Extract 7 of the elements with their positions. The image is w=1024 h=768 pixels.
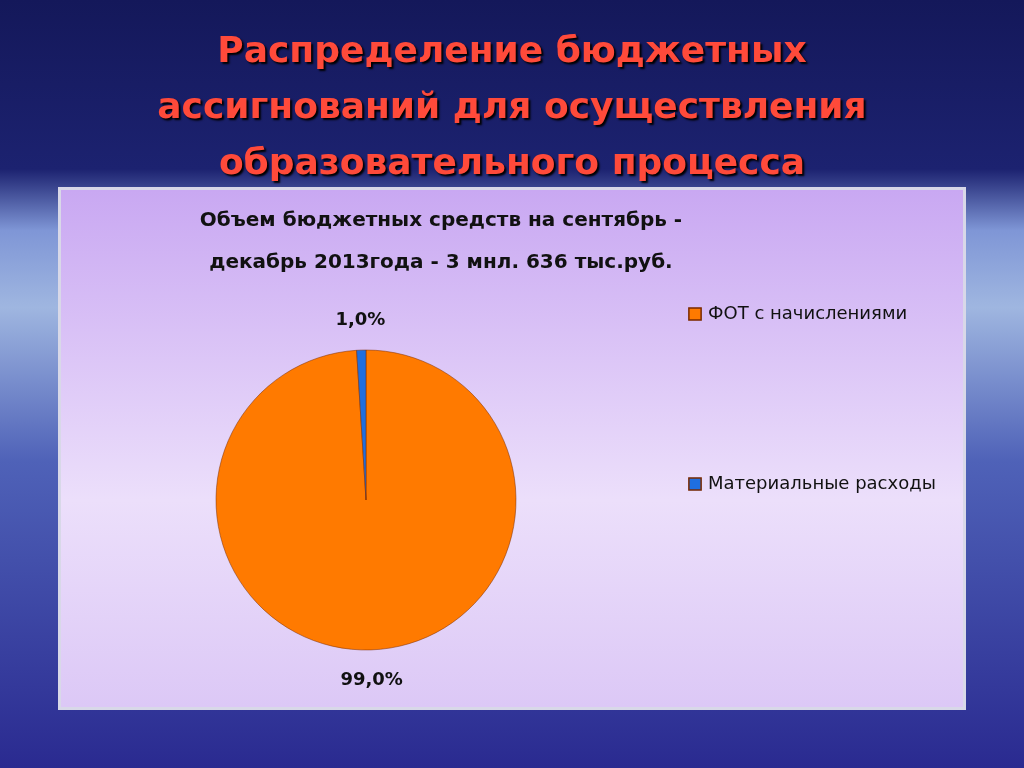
data-label: 1,0% [335,308,386,330]
legend-label: ФОТ с начислениями [708,302,908,323]
data-label: 99,0% [340,667,403,689]
pie-slice [215,349,517,651]
chart-title: Распределение бюджетных ассигнований для осуществления образовательного процесса [156,28,868,184]
legend-label: Материальные расходы [708,472,936,493]
chart-subtitle: Объем бюджетных средств на сентябрь - декабрь 2013года - 3 мнл. 636 тыс.руб. [198,206,684,275]
